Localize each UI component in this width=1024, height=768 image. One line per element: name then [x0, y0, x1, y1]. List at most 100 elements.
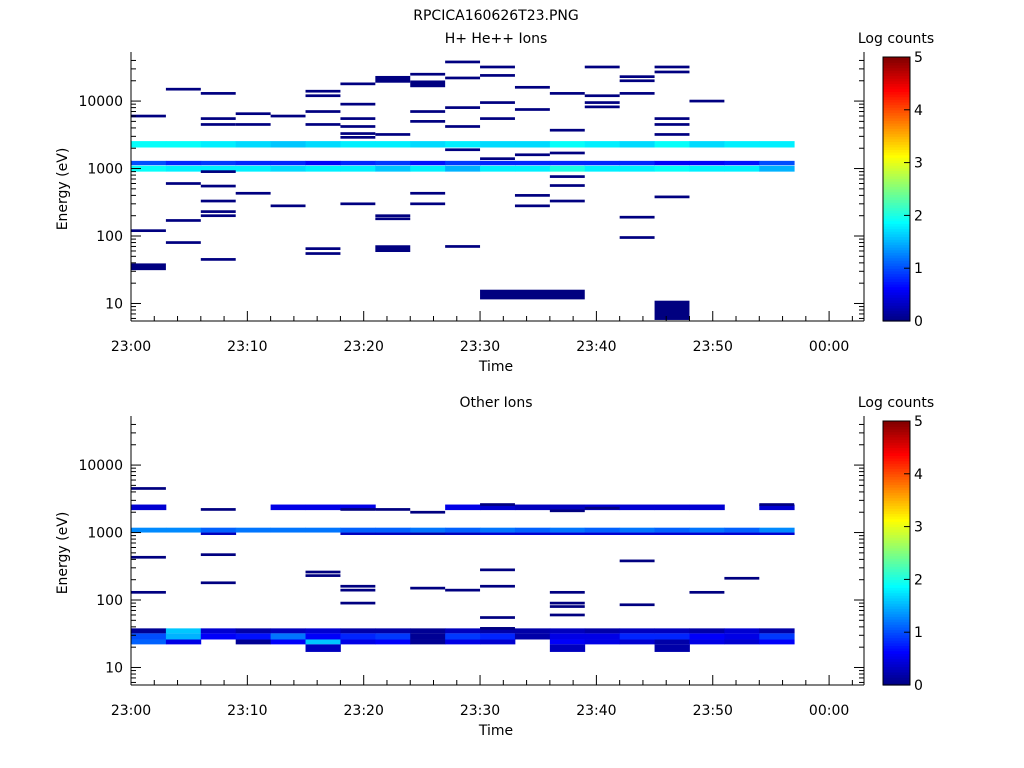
heatmap-cell — [480, 289, 585, 300]
heatmap-cell — [270, 628, 306, 634]
colorbar-step — [883, 661, 910, 665]
heatmap-cell — [654, 644, 690, 652]
colorbar-step — [883, 505, 910, 509]
colorbar-step — [883, 62, 910, 66]
heatmap-cell — [514, 527, 551, 533]
colorbar-step — [883, 83, 910, 87]
colorbar-step — [883, 109, 910, 114]
heatmap-cell — [584, 160, 621, 166]
heatmap-cell — [514, 633, 551, 640]
heatmap-cell — [619, 603, 655, 607]
colorbar-step — [883, 619, 910, 623]
heatmap-cell — [410, 628, 446, 634]
heatmap-cell — [759, 628, 795, 634]
colorbar-step — [883, 479, 910, 483]
y-axis-label: Energy (eV) — [55, 512, 71, 595]
colorbar-step — [883, 239, 910, 243]
colorbar-step — [883, 297, 910, 301]
heatmap-cell — [445, 532, 481, 535]
heatmap-cell — [514, 504, 551, 511]
heatmap-cell — [724, 639, 760, 645]
heatmap-cell — [445, 160, 481, 166]
y-tick-label: 1000 — [87, 162, 123, 178]
colorbar-step — [883, 626, 910, 631]
heatmap-cell — [584, 639, 621, 645]
heatmap-cell — [445, 245, 481, 248]
heatmap-cell — [200, 581, 236, 585]
heatmap-cell — [480, 141, 516, 148]
colorbar-step — [883, 265, 910, 269]
heatmap-cell — [410, 510, 446, 514]
colorbar-step — [883, 157, 910, 161]
heatmap-cell — [549, 605, 585, 608]
heatmap-cell — [131, 504, 167, 511]
colorbar-step — [883, 597, 910, 602]
heatmap-cell — [689, 99, 725, 103]
colorbar-step — [883, 621, 910, 625]
heatmap-cell — [480, 74, 515, 77]
heatmap-cell — [131, 590, 166, 594]
panel-title: Other Ions — [459, 395, 532, 411]
colorbar-step — [883, 428, 910, 433]
heatmap-cell — [305, 628, 341, 634]
colorbar-step — [883, 284, 910, 288]
heatmap-cell — [235, 633, 272, 640]
heatmap-cell — [654, 628, 690, 634]
colorbar: 0 1 2 3 4 5 Log counts — [858, 395, 934, 694]
colorbar-step — [883, 120, 910, 124]
colorbar-step — [883, 516, 910, 520]
heatmap-cell — [689, 590, 725, 594]
heatmap-cell — [445, 125, 481, 128]
x-tick-label: 23:00 — [111, 339, 151, 355]
colorbar-step — [883, 421, 910, 425]
heatmap-cell — [654, 633, 690, 640]
colorbar-step — [883, 595, 910, 599]
heatmap-cell — [200, 117, 236, 120]
y-tick-label: 100 — [96, 229, 123, 245]
y-tick-label: 10000 — [78, 94, 123, 110]
colorbar-step — [883, 107, 910, 111]
colorbar-step — [883, 141, 910, 145]
heatmap-cell — [305, 633, 341, 640]
colorbar-step — [883, 487, 910, 491]
heatmap-cell — [689, 160, 725, 166]
colorbar-step — [883, 93, 910, 98]
heatmap-cell — [619, 79, 655, 83]
colorbar-step — [883, 494, 910, 499]
heatmap-cell — [200, 199, 236, 203]
panel-title: H+ He++ Ions — [445, 31, 548, 47]
heatmap-cell — [410, 633, 446, 640]
heatmap-cell — [235, 123, 271, 126]
heatmap-cell — [131, 639, 167, 645]
heatmap-cell — [759, 503, 795, 506]
heatmap-cell — [410, 191, 446, 195]
heatmap-cell — [200, 165, 237, 172]
heatmap-cell — [340, 102, 376, 106]
heatmap-cell — [305, 160, 341, 166]
heatmap-cell — [445, 504, 481, 511]
heatmap-cell — [724, 576, 760, 580]
colorbar-step — [883, 611, 910, 615]
heatmap-cell — [514, 160, 551, 166]
heatmap-cell — [235, 191, 271, 195]
colorbar-step — [883, 170, 910, 174]
colorbar-step — [883, 645, 910, 649]
colorbar-step — [883, 286, 910, 290]
heatmap-cell — [584, 165, 621, 172]
colorbar-step — [883, 460, 910, 464]
colorbar-step — [883, 436, 910, 441]
colorbar-step — [883, 78, 910, 82]
colorbar-step — [883, 117, 910, 121]
heatmap-cell — [235, 112, 271, 116]
colorbar-step — [883, 426, 910, 430]
colorbar-step — [883, 439, 910, 443]
heatmap-cell — [759, 141, 795, 148]
colorbar-step — [883, 671, 910, 676]
colorbar-step — [883, 149, 910, 153]
colorbar-step — [883, 268, 910, 272]
colorbar-step — [883, 431, 910, 435]
heatmap-cell — [200, 532, 237, 535]
heatmap-cell — [514, 165, 551, 172]
heatmap-cell — [549, 613, 585, 617]
colorbar-step — [883, 128, 910, 132]
